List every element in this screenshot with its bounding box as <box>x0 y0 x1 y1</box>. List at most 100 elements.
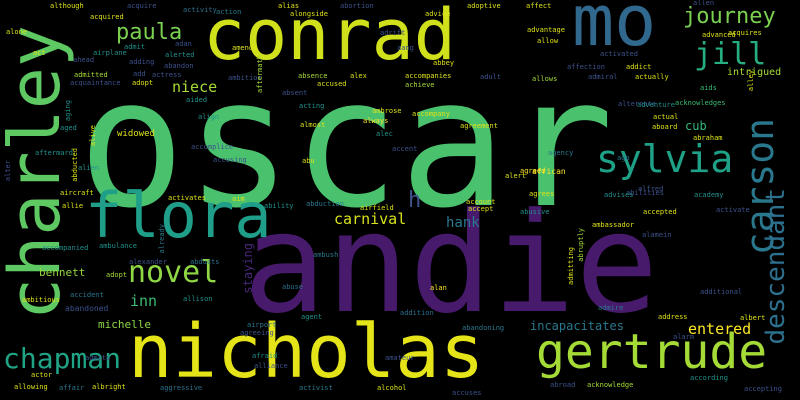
word: address <box>658 313 688 321</box>
word: aged <box>60 124 77 132</box>
word: activate <box>716 206 750 214</box>
word: ambush <box>313 251 339 259</box>
word: activated <box>600 50 638 58</box>
word: acquire <box>127 2 157 10</box>
word: niece <box>172 78 218 96</box>
word: ambassador <box>592 221 635 229</box>
word: act <box>33 49 46 57</box>
word: aboard <box>652 123 678 131</box>
word: almost <box>300 121 326 129</box>
word: aggressive <box>160 384 203 392</box>
word: flora <box>85 179 272 252</box>
word: abandon <box>164 62 194 70</box>
word: ambulance <box>99 242 137 250</box>
word: absent <box>282 89 308 97</box>
word: hank <box>446 215 480 231</box>
word: advises <box>604 191 634 199</box>
word: admitted <box>74 71 108 79</box>
word: abduction <box>306 200 344 208</box>
word: acknowledges <box>675 99 726 107</box>
word: alamein <box>642 231 672 239</box>
word: accepted <box>643 208 677 216</box>
word: adoptive <box>467 2 501 10</box>
word: abilities <box>626 189 664 197</box>
word: accusing <box>213 156 247 164</box>
word: airport <box>247 321 277 329</box>
word: acknowledge <box>587 381 634 389</box>
word: agrees <box>529 190 555 198</box>
word: abortion <box>340 2 374 10</box>
word: aging <box>64 100 72 122</box>
word: actual <box>653 113 679 121</box>
word: allison <box>183 295 213 303</box>
word: adrift <box>380 29 406 37</box>
word: ahead <box>73 56 95 64</box>
word: adding <box>129 58 155 66</box>
word: entered <box>688 320 752 338</box>
word: admiral <box>588 73 618 81</box>
word: agent <box>301 313 323 321</box>
word: admits <box>85 354 111 362</box>
word: airfield <box>360 204 394 212</box>
word: alfred <box>638 185 664 193</box>
word: already <box>158 224 166 254</box>
word: chapman <box>3 342 122 375</box>
word: add <box>133 70 146 78</box>
word: accompanied <box>42 244 89 252</box>
word: alternate <box>618 100 656 108</box>
word: bennett <box>39 266 86 279</box>
word: alley <box>747 70 755 92</box>
word: african <box>532 167 566 176</box>
word: widowed <box>117 129 155 139</box>
word: cub <box>685 119 707 133</box>
word: accompanies <box>405 72 452 80</box>
word: alexander <box>129 258 167 266</box>
word: alerted <box>165 51 195 59</box>
word: accent <box>392 145 418 153</box>
word: activates <box>168 194 206 202</box>
word: abandoning <box>462 324 505 332</box>
word: adan <box>175 40 192 48</box>
word: staying <box>241 243 255 294</box>
word: adopt <box>132 79 154 87</box>
word: oscar <box>78 40 614 247</box>
word: alliance <box>254 362 288 370</box>
word: advantage <box>527 26 565 34</box>
word: aids <box>700 84 717 92</box>
word: accident <box>70 291 104 299</box>
word: alias <box>278 2 300 10</box>
word: abducts <box>190 258 220 266</box>
word: allows <box>532 75 558 83</box>
word: according <box>690 374 728 382</box>
word: admit <box>124 43 146 51</box>
word: alan <box>430 284 447 292</box>
word: accompany <box>412 110 450 118</box>
word: actress <box>152 71 182 79</box>
word: adopt <box>106 271 128 279</box>
word: activist <box>299 384 333 392</box>
word: abusive <box>520 208 550 216</box>
word: admire <box>598 304 624 312</box>
word: allowing <box>14 383 48 391</box>
word: abu <box>302 157 315 165</box>
word: albert <box>740 314 766 322</box>
word: amends <box>232 44 258 52</box>
word: nicholas <box>128 309 485 395</box>
word: agreed <box>520 167 546 175</box>
word: acquires <box>728 29 762 37</box>
word: acting <box>299 102 325 110</box>
word: acquired <box>90 13 124 21</box>
word: afraid <box>252 352 278 360</box>
word: ambrose <box>372 107 402 115</box>
word: alter <box>4 160 12 182</box>
word: agency <box>548 149 574 157</box>
word: aang <box>397 44 414 52</box>
word: align <box>198 113 220 121</box>
word: affair <box>59 384 85 392</box>
word: accept <box>468 205 494 213</box>
word: alien <box>78 164 100 172</box>
word: academy <box>694 191 724 199</box>
word: alert <box>505 172 527 180</box>
word: allie <box>62 202 84 210</box>
word: andie <box>243 183 659 344</box>
